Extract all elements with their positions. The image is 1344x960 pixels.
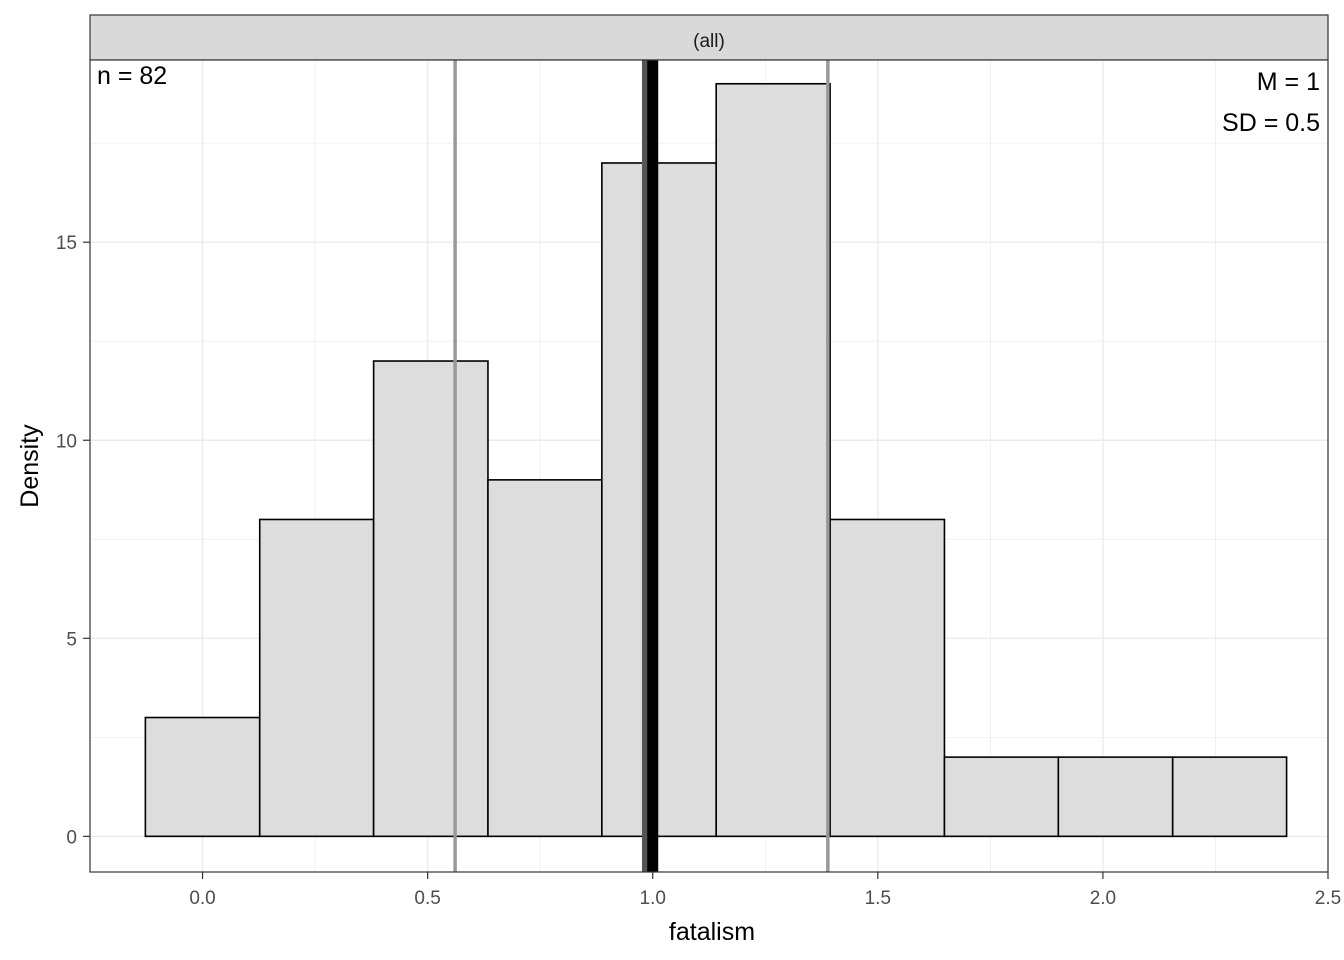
facet-strip [89, 14, 1329, 61]
histogram-bar-2 [258, 518, 375, 838]
x-tick-label: 2.0 [1090, 888, 1116, 909]
mean-annotation: M = 1 [1257, 68, 1320, 96]
reference-lines [453, 60, 830, 872]
y-tick-label: 15 [56, 233, 77, 254]
histogram-bar-4 [487, 479, 603, 838]
histogram-bar-9 [1057, 756, 1174, 838]
histogram-bar-1 [144, 716, 261, 838]
histogram-bar-8 [943, 756, 1060, 838]
x-tick-label: 0.0 [189, 888, 215, 909]
histogram-bar-10 [1171, 756, 1288, 838]
y-tick-label: 10 [56, 431, 77, 452]
x-tick-label: 1.5 [865, 888, 891, 909]
y-tick-label: 5 [66, 629, 77, 650]
x-tick-label: 1.0 [640, 888, 666, 909]
histogram-bar-3 [372, 360, 489, 838]
histogram-bar-6 [715, 82, 831, 838]
x-tick-label: 0.5 [414, 888, 440, 909]
histogram-bars [144, 82, 1288, 838]
y-tick-label: 0 [66, 827, 77, 848]
histogram-bar-5 [601, 162, 718, 838]
n-annotation: n = 82 [97, 62, 167, 90]
plot-panel-border [89, 59, 1329, 873]
y-axis: 0 5 10 15 [56, 233, 90, 848]
y-axis-title: Density [16, 424, 44, 508]
histogram-bar-7 [829, 518, 946, 838]
x-axis-title: fatalism [669, 918, 755, 946]
facet-label: (all) [693, 31, 725, 52]
sd-annotation: SD = 0.5 [1222, 109, 1320, 137]
x-tick-label: 2.5 [1315, 888, 1341, 909]
x-axis: 0.0 0.5 1.0 1.5 2.0 2.5 [189, 872, 1341, 909]
